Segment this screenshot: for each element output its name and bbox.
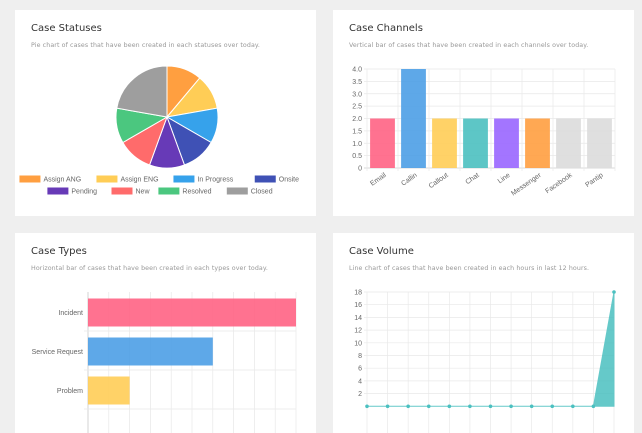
data-point: [406, 404, 410, 409]
legend-swatch: [47, 187, 69, 195]
bar-facebook: [556, 118, 581, 168]
y-tick-label: 3.5: [352, 79, 362, 86]
legend-swatch: [254, 175, 276, 183]
y-tick-label: 10: [354, 340, 362, 347]
x-tick-label: Line: [497, 172, 512, 185]
y-tick-label: 18: [354, 290, 362, 297]
data-point: [365, 404, 369, 409]
bar-incident: [88, 298, 296, 327]
bar-messenger: [525, 118, 550, 168]
data-point: [529, 404, 534, 409]
y-tick-label: 14: [354, 315, 362, 322]
data-point: [509, 404, 513, 409]
bar-email: [370, 118, 395, 168]
y-tick-label: 8: [358, 353, 362, 360]
x-tick-label: Pantip: [584, 172, 604, 189]
x-tick-label: Facebook: [544, 172, 574, 196]
card-title: Case Types: [31, 246, 87, 257]
card-title: Case Statuses: [31, 23, 102, 34]
card-subtitle: Horizontal bar of cases that have been c…: [31, 265, 268, 272]
card-subtitle: Pie chart of cases that have been create…: [31, 42, 260, 49]
y-tick-label: Service Request: [32, 349, 83, 356]
case-channels-card: Case Channels Vertical bar of cases that…: [333, 10, 634, 216]
data-point: [447, 404, 452, 409]
legend-label: Assign ENG: [120, 177, 158, 184]
data-point: [591, 404, 596, 409]
legend-label: Onsite: [279, 177, 299, 184]
y-tick-label: 2: [358, 391, 362, 398]
bar-callout: [432, 118, 457, 168]
data-point: [612, 290, 616, 294]
case-volume-card: Case Volume Line chart of cases that hav…: [333, 233, 634, 433]
x-tick-label: Callin: [400, 172, 418, 188]
pie-chart: Assign ANG Assign ENG In Progress Onsite Pen…: [19, 65, 299, 196]
pie-slice-closed: [116, 65, 168, 118]
bar-pantip: [587, 118, 612, 168]
bar-problem: [88, 376, 130, 405]
case-statuses-card: Case Statuses Pie chart of cases that ha…: [15, 10, 316, 216]
legend-label: Assign ANG: [43, 177, 81, 184]
y-tick-label: 4.0: [352, 67, 362, 74]
legend-swatch: [96, 175, 118, 183]
y-tick-label: 3.0: [352, 91, 362, 98]
legend-label: Pending: [71, 189, 97, 196]
y-tick-label: Problem: [57, 388, 83, 395]
y-tick-label: 16: [354, 302, 362, 309]
legend-label: Resolved: [182, 189, 211, 196]
data-point: [550, 404, 555, 409]
y-tick-label: 1.0: [352, 141, 362, 148]
data-point: [571, 404, 575, 409]
legend-swatch: [19, 175, 41, 183]
y-tick-label: 0: [358, 166, 362, 173]
x-tick-label: Messenger: [510, 172, 543, 198]
y-tick-label: 6: [358, 366, 362, 373]
line-chart: 2 4 6 8 10 12 14 16 18: [354, 290, 616, 433]
legend-swatch: [226, 187, 248, 195]
y-tick-label: 0.5: [352, 153, 362, 160]
data-point: [488, 404, 493, 409]
y-tick-label: 2.5: [352, 104, 362, 111]
data-point: [426, 404, 431, 409]
bar-line: [494, 118, 519, 168]
data-point: [468, 404, 472, 409]
card-title: Case Volume: [349, 246, 414, 257]
legend-swatch: [173, 175, 195, 183]
legend-label: New: [136, 189, 151, 196]
y-tick-label: 2.0: [352, 116, 362, 123]
y-tick-label: 1.5: [352, 128, 362, 135]
legend-swatch: [111, 187, 133, 195]
data-point: [385, 404, 390, 409]
x-tick-label: Callout: [428, 172, 450, 190]
x-tick-label: Email: [369, 172, 388, 188]
vertical-bar-chart: 0 0.5 1.0 1.5 2.0 2.5 3.0 3.5 4.0 Email Callin Call…: [352, 67, 616, 198]
legend-label: In Progress: [197, 177, 233, 184]
legend-label: Closed: [251, 189, 273, 196]
card-subtitle: Vertical bar of cases that have been cre…: [349, 42, 589, 49]
card-title: Case Channels: [349, 23, 423, 34]
x-tick-label: Chat: [465, 172, 481, 186]
legend-swatch: [158, 187, 180, 195]
y-tick-label: 4: [358, 378, 362, 385]
y-tick-label: Incident: [58, 310, 83, 317]
bar-chat: [463, 118, 488, 168]
case-types-card: Case Types Horizontal bar of cases that …: [15, 233, 316, 433]
horizontal-bar-chart: Incident Service Request Problem: [32, 292, 297, 433]
bar-service-request: [88, 337, 213, 366]
card-subtitle: Line chart of cases that have been creat…: [349, 265, 590, 272]
bar-callin: [401, 69, 426, 168]
y-tick-label: 12: [354, 328, 362, 335]
